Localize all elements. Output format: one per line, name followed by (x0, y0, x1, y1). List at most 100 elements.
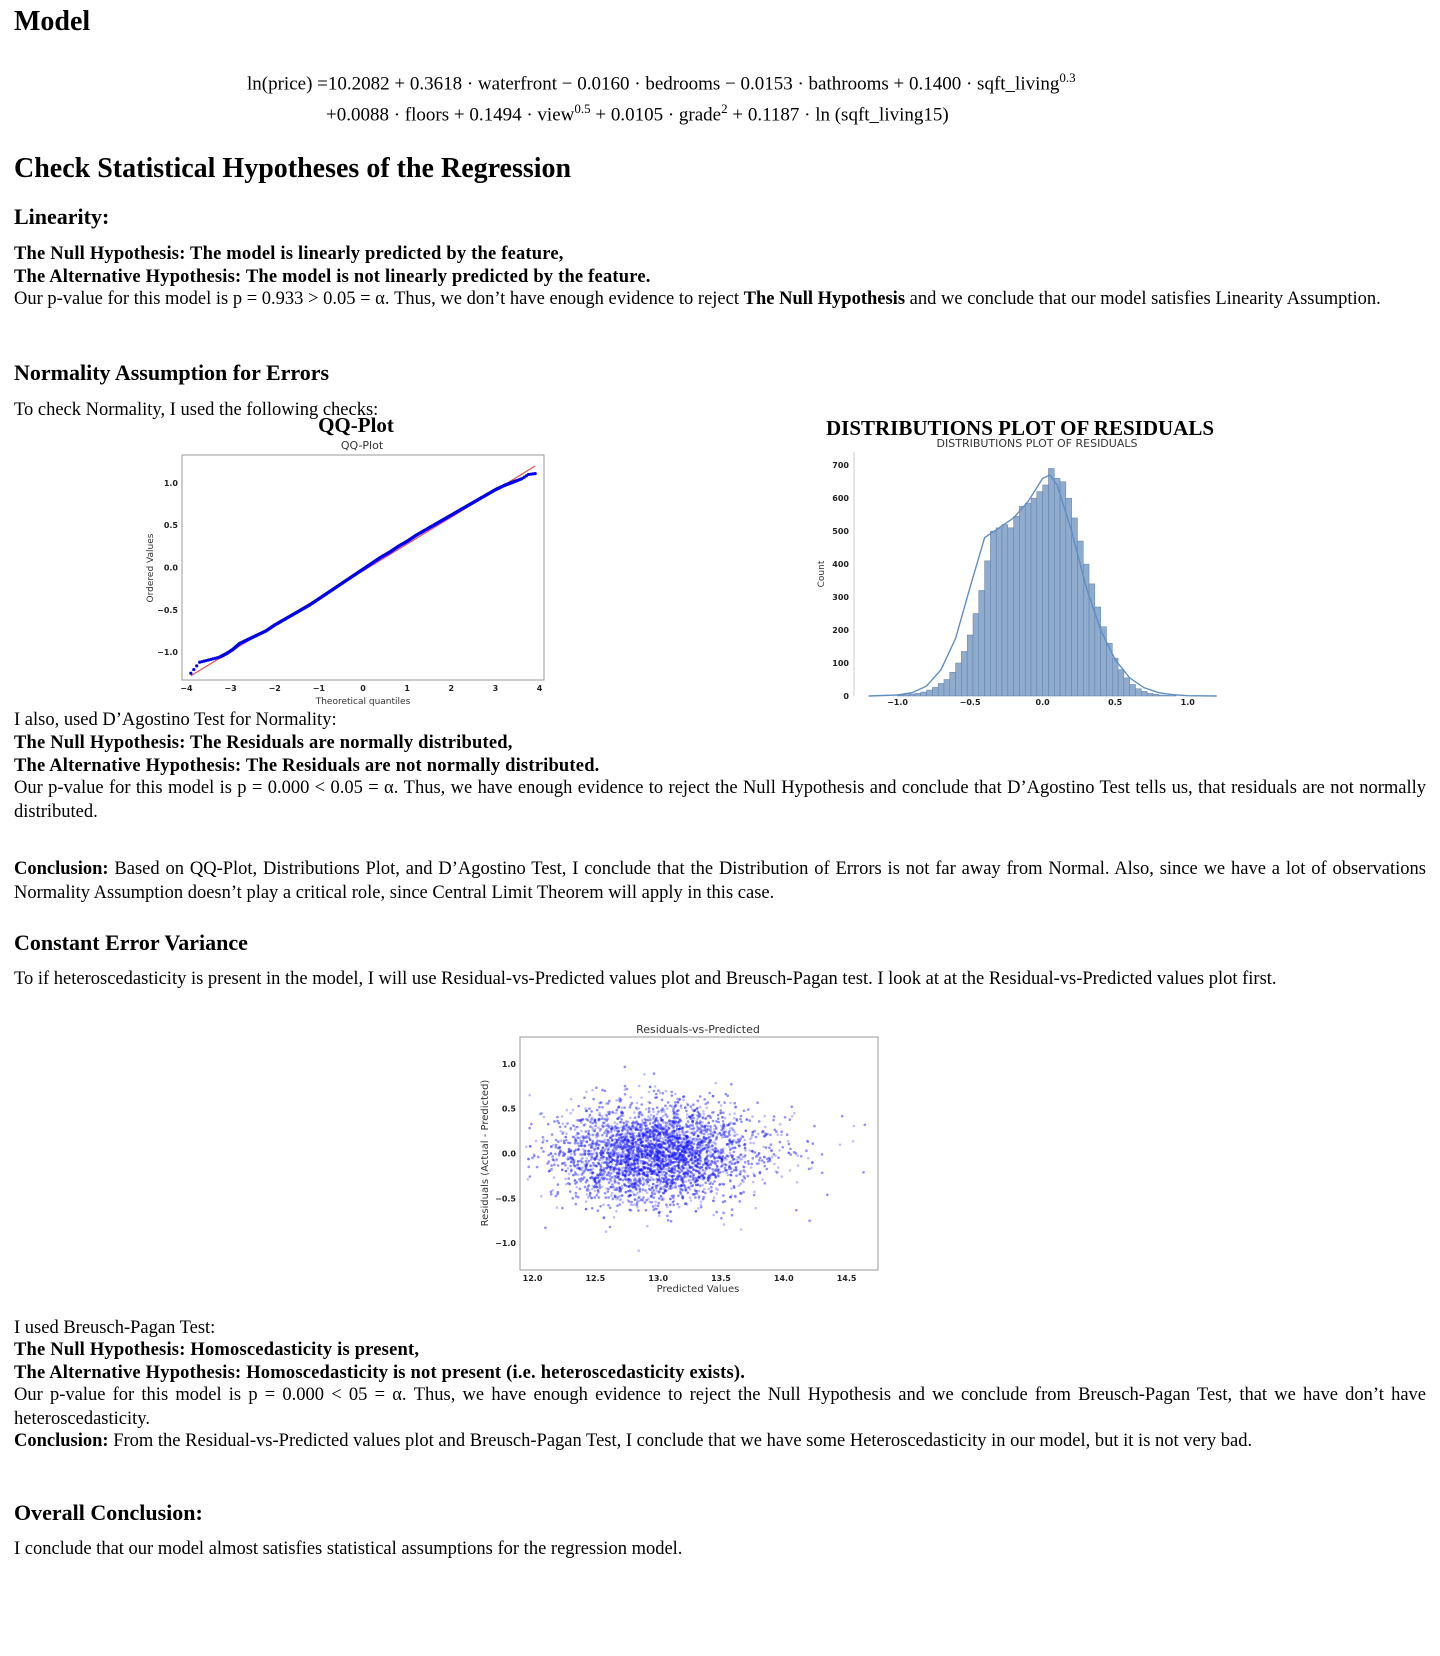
residual-point (636, 1191, 639, 1195)
residual-point (642, 1182, 646, 1186)
residual-point (528, 1126, 531, 1130)
residual-point (684, 1189, 687, 1192)
residual-point (580, 1157, 584, 1161)
residual-point (716, 1188, 719, 1192)
residual-point (732, 1116, 736, 1120)
residual-point (686, 1173, 689, 1176)
residual-point (629, 1163, 633, 1166)
residual-point (670, 1090, 673, 1094)
residual-point (669, 1167, 673, 1171)
residual-point (561, 1122, 565, 1125)
residual-point (598, 1111, 601, 1115)
residual-point (656, 1150, 659, 1154)
residual-point (603, 1117, 607, 1121)
distribution-inner-title: DISTRIBUTIONS PLOT OF RESIDUALS (937, 438, 1138, 450)
residual-point (664, 1176, 668, 1179)
residual-point (661, 1114, 665, 1118)
residual-point (656, 1139, 659, 1143)
residual-point (732, 1138, 735, 1142)
residual-point (808, 1219, 811, 1223)
histogram-bar (1129, 684, 1136, 697)
residual-point (657, 1157, 660, 1161)
residual-point (545, 1139, 549, 1143)
residual-point (691, 1152, 694, 1155)
residual-point (707, 1159, 710, 1163)
residual-point (620, 1110, 623, 1113)
residual-point (681, 1188, 684, 1192)
residual-point (565, 1108, 569, 1112)
residual-point (580, 1168, 584, 1172)
residual-point (752, 1172, 755, 1176)
residual-point (612, 1216, 616, 1219)
residual-point (645, 1174, 649, 1178)
residual-point (752, 1141, 755, 1145)
residual-point (566, 1122, 569, 1125)
residual-point (646, 1127, 650, 1130)
residual-point (673, 1171, 676, 1175)
residual-point (669, 1197, 672, 1201)
linearity-p-text-bold: The Null Hypothesis (743, 289, 906, 309)
residual-point (640, 1155, 644, 1159)
residual-point (698, 1167, 702, 1171)
residual-point (629, 1203, 633, 1206)
residual-point (696, 1183, 700, 1186)
residual-point (681, 1156, 685, 1159)
residual-point (642, 1181, 646, 1184)
residual-point (660, 1160, 664, 1164)
residual-point (607, 1125, 611, 1128)
residual-point (700, 1144, 703, 1148)
residual-point (708, 1182, 712, 1186)
residual-point (610, 1139, 614, 1142)
residual-point (696, 1143, 700, 1146)
residual-point (625, 1141, 629, 1144)
residual-point (663, 1138, 666, 1142)
residual-point (644, 1129, 647, 1132)
residual-point (644, 1121, 647, 1124)
residual-point (650, 1170, 653, 1173)
residual-point (587, 1154, 591, 1157)
histogram-bar (990, 530, 997, 697)
residual-point (679, 1184, 683, 1187)
residual-point (641, 1120, 645, 1124)
histogram-bar (1042, 484, 1049, 697)
dagostino-intro: I also, used D’Agostino Test for Normali… (14, 710, 337, 730)
residual-point (629, 1135, 632, 1139)
residual-point (601, 1133, 604, 1137)
residual-point (763, 1155, 766, 1159)
residual-point (658, 1210, 661, 1214)
residual-point (724, 1130, 727, 1134)
residual-point (661, 1137, 664, 1140)
residual-point (728, 1122, 731, 1125)
residual-point (571, 1156, 574, 1159)
residual-point (591, 1171, 594, 1174)
residual-point (567, 1172, 571, 1176)
histogram-bar (908, 693, 916, 697)
histogram-bar (1048, 468, 1055, 697)
residual-point (665, 1148, 668, 1151)
residual-point (664, 1189, 667, 1193)
residual-point (656, 1204, 660, 1208)
residual-point (646, 1174, 649, 1178)
residual-point (702, 1132, 706, 1136)
residual-point (672, 1165, 676, 1168)
residual-point (648, 1129, 652, 1132)
residual-point (580, 1121, 583, 1125)
residual-point (552, 1158, 555, 1162)
residual-point (615, 1132, 619, 1136)
residual-point (655, 1154, 659, 1158)
histogram-bar (1036, 491, 1043, 697)
residual-point (678, 1152, 682, 1155)
residual-point (661, 1145, 664, 1149)
normality-heading: Normality Assumption for Errors (14, 360, 330, 385)
residual-point (655, 1145, 659, 1149)
residual-point (621, 1158, 625, 1162)
residual-point (652, 1135, 655, 1138)
residual-point (666, 1154, 669, 1157)
residual-point (794, 1152, 798, 1155)
residual-point (613, 1177, 616, 1181)
residual-point (710, 1160, 714, 1163)
residual-point (671, 1181, 674, 1185)
residual-point (587, 1159, 591, 1163)
normality-intro: To check Normality, I used the following… (14, 400, 379, 420)
residual-point (674, 1186, 677, 1189)
